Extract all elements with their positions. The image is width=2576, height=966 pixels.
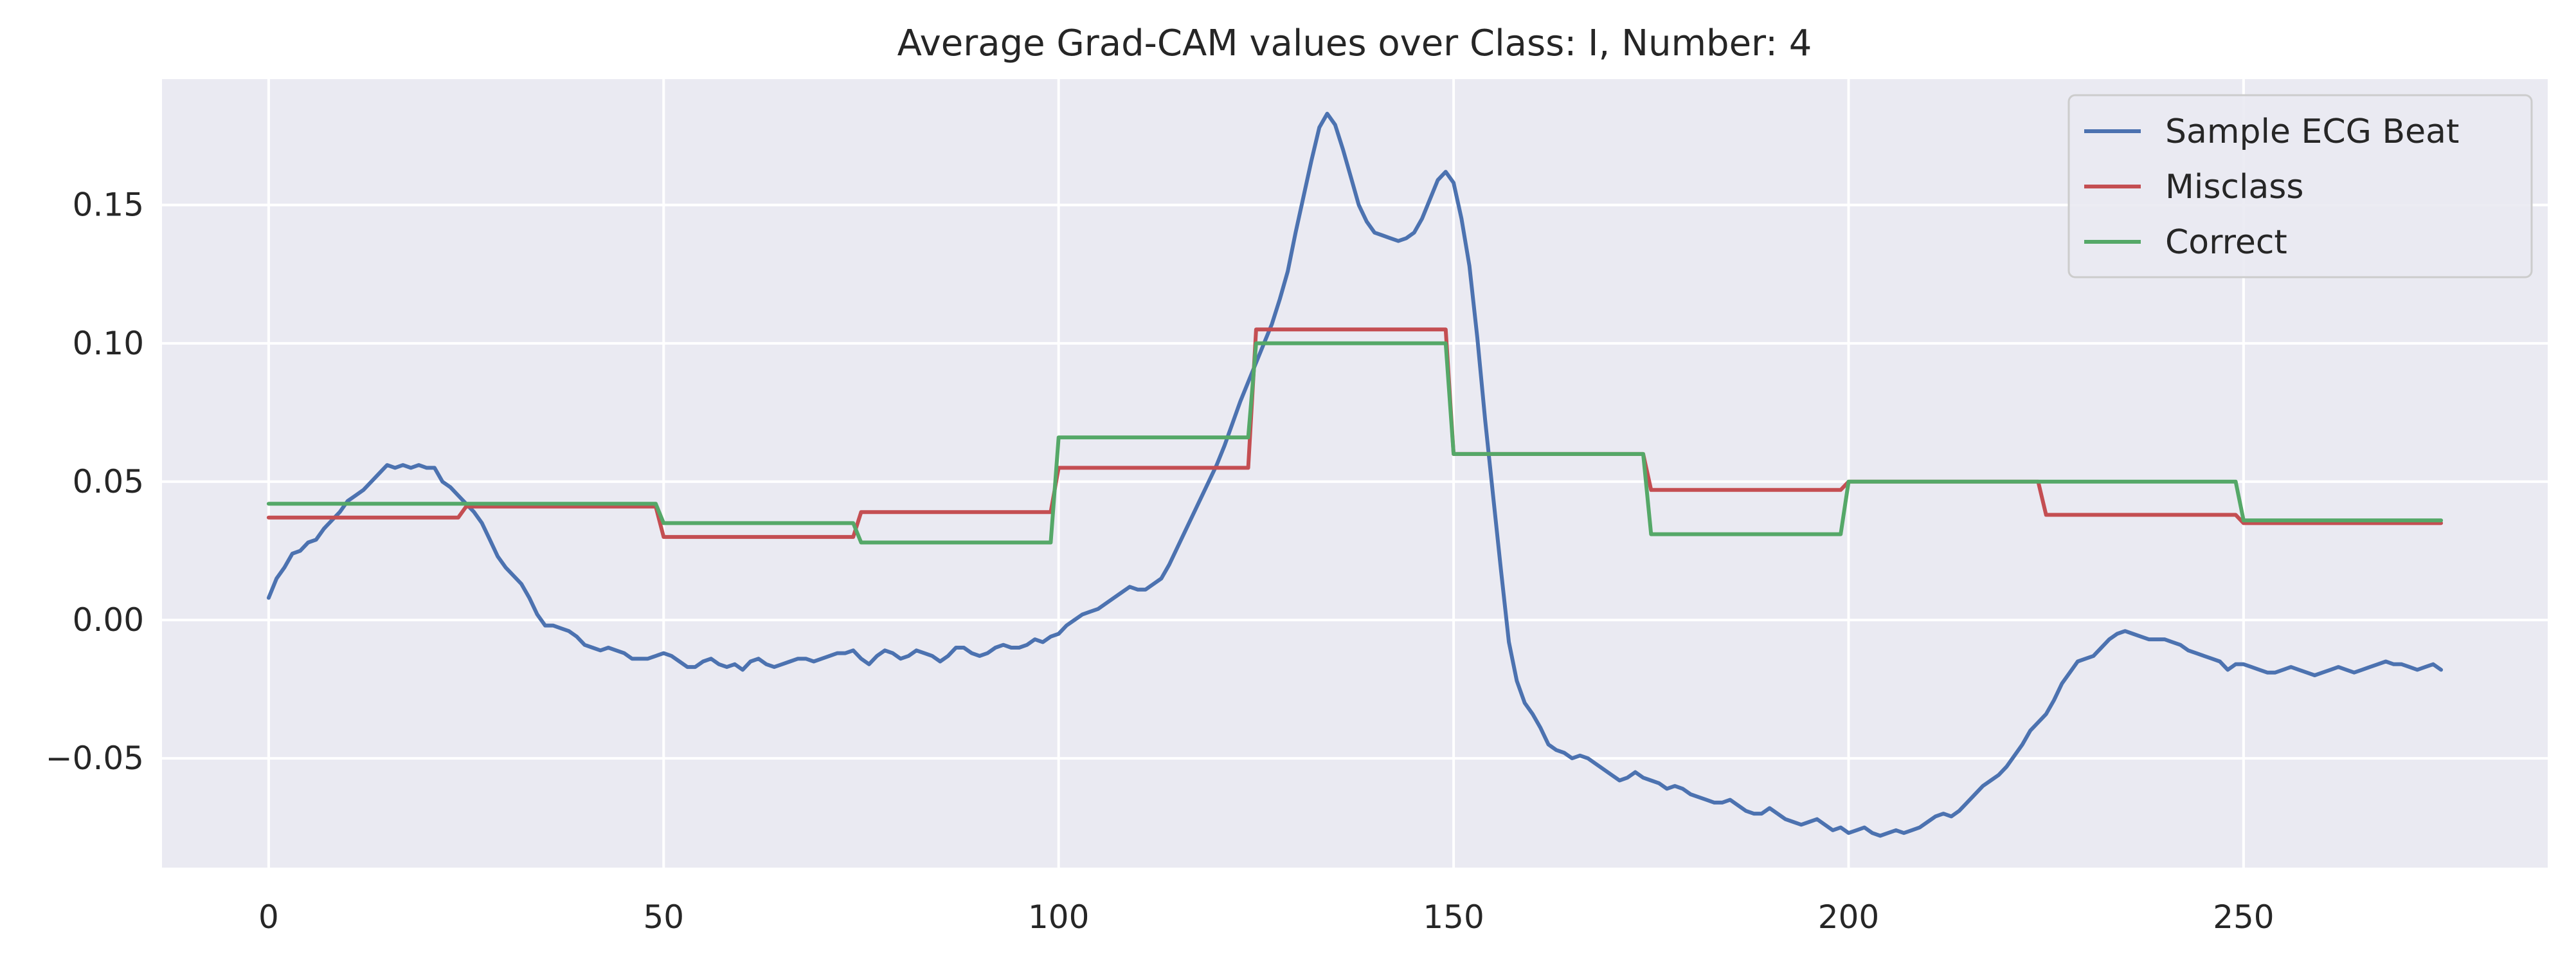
y-tick-label: 0.00 (73, 601, 144, 639)
chart-title: Average Grad-CAM values over Class: I, N… (897, 23, 1812, 64)
legend-label: Misclass (2165, 168, 2304, 206)
legend-label: Correct (2165, 223, 2287, 262)
x-tick-label: 250 (2213, 898, 2274, 936)
x-tick-label: 50 (643, 898, 684, 936)
series-lines (266, 111, 2444, 838)
y-tick-label: −0.05 (46, 740, 144, 777)
series-line-correct (266, 341, 2444, 545)
x-axis-ticks: 0 50 100 150 200 250 (258, 898, 2274, 936)
x-tick-label: 0 (258, 898, 279, 936)
x-tick-label: 150 (1423, 898, 1484, 936)
series-line-sample-ecg-beat (266, 111, 2444, 838)
x-tick-label: 200 (1818, 898, 1879, 936)
y-tick-label: 0.15 (73, 187, 144, 224)
legend: Sample ECG Beat Misclass Correct (2067, 94, 2533, 278)
legend-label: Sample ECG Beat (2165, 113, 2459, 151)
y-tick-label: 0.05 (73, 463, 144, 500)
y-axis-ticks: −0.05 0.00 0.05 0.10 0.15 (46, 187, 144, 777)
series-line-misclass (266, 327, 2444, 539)
x-tick-label: 100 (1028, 898, 1089, 936)
y-tick-label: 0.10 (73, 325, 144, 362)
legend-box (2067, 94, 2533, 278)
